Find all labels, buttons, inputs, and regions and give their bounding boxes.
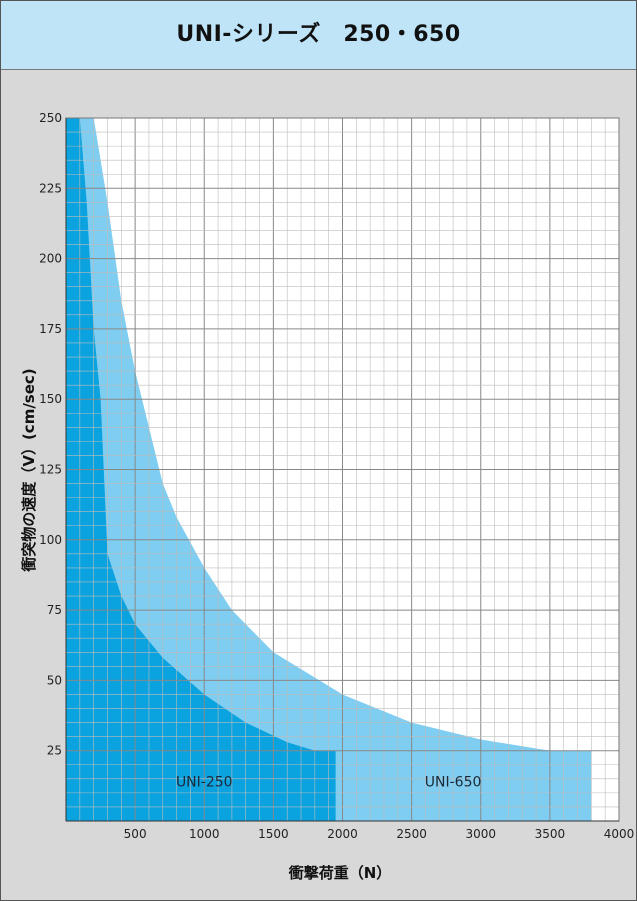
x-tick-label: 3000: [465, 827, 496, 841]
y-tick-labels: 25 50 75 100 125 150 175 200 225 250: [39, 111, 62, 758]
x-axis-label: 衝撃荷重（N）: [288, 864, 392, 882]
y-tick-label: 150: [39, 392, 62, 406]
y-tick-label: 75: [47, 603, 62, 617]
x-tick-label: 3500: [535, 827, 566, 841]
series-area-uni-250: [66, 118, 336, 821]
y-axis-label: 衝突物の速度（V）(cm/sec): [20, 368, 38, 572]
x-tick-labels: 500 1000 1500 2000 2500 3000 3500 4000: [124, 827, 635, 841]
y-tick-label: 125: [39, 463, 62, 477]
x-tick-label: 1500: [258, 827, 289, 841]
x-tick-label: 2500: [396, 827, 427, 841]
grid: [65, 117, 620, 822]
series-area-uni-650: [66, 118, 592, 821]
x-tick-label: 1000: [189, 827, 220, 841]
y-tick-label: 200: [39, 252, 62, 266]
x-tick-label: 2000: [327, 827, 358, 841]
region-labels: UNI-650 UNI-250: [176, 775, 481, 791]
y-tick-label: 175: [39, 322, 62, 336]
region-label-uni-250: UNI-250: [176, 775, 233, 791]
series-areas: [66, 118, 592, 821]
region-label-uni-650: UNI-650: [425, 775, 482, 791]
y-tick-label: 225: [39, 181, 62, 195]
y-tick-label: 50: [47, 673, 62, 687]
y-tick-label: 100: [39, 533, 62, 547]
x-tick-label: 500: [124, 827, 147, 841]
y-tick-label: 250: [39, 111, 62, 125]
y-tick-label: 25: [47, 744, 62, 758]
x-tick-label: 4000: [604, 827, 635, 841]
chart-header: UNI-シリーズ 250・650: [1, 1, 636, 70]
chart-title: UNI-シリーズ 250・650: [176, 22, 461, 47]
